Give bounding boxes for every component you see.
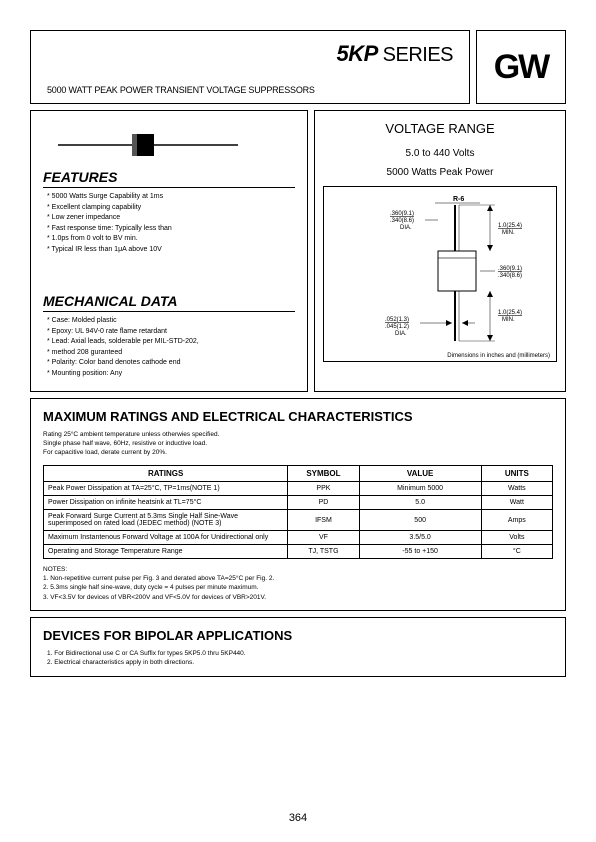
pkg-label: R-6 <box>453 196 464 203</box>
logo-text: GW <box>494 48 549 87</box>
max-ratings-block: MAXIMUM RATINGS AND ELECTRICAL CHARACTER… <box>30 398 566 611</box>
dim: 1.0(25.4) <box>498 310 522 316</box>
feature-item: Excellent clamping capability <box>47 203 295 214</box>
dim: .360(9.1) <box>390 211 414 217</box>
header-subtitle: 5000 WATT PEAK POWER TRANSIENT VOLTAGE S… <box>47 85 453 95</box>
th-symbol: SYMBOL <box>288 466 359 482</box>
cond-line: Rating 25°C ambient temperature unless o… <box>43 430 553 439</box>
ratings-tbody: Peak Power Dissipation at TA=25°C, TP=1m… <box>44 482 553 559</box>
dim: DIA. <box>395 331 407 337</box>
note-line: 2. 5.3ms single half sine-wave, duty cyc… <box>43 583 553 592</box>
mech-item: Polarity: Color band denotes cathode end <box>47 358 295 369</box>
cond-line: For capacitive load, derate current by 2… <box>43 448 553 457</box>
bipolar-item: 2. Electrical characteristics apply in b… <box>47 658 553 668</box>
dim: .340(8.6) <box>498 273 522 279</box>
max-ratings-title: MAXIMUM RATINGS AND ELECTRICAL CHARACTER… <box>43 409 553 424</box>
th-units: UNITS <box>481 466 552 482</box>
series-bold: 5KP <box>337 41 377 66</box>
logo-block: GW <box>476 30 566 104</box>
feature-item: Typical IR less than 1μA above 10V <box>47 245 295 256</box>
table-row: Power Dissipation on infinite heatsink a… <box>44 496 553 510</box>
series-title: 5KP SERIES <box>47 41 453 67</box>
dim: DIA. <box>400 225 412 231</box>
dim: .045(1.2) <box>385 324 409 330</box>
axial-component-icon <box>58 127 295 163</box>
mech-item: Lead: Axial leads, solderable per MIL-ST… <box>47 337 295 348</box>
dim: .340(8.6) <box>390 218 414 224</box>
dim: 1.0(25.4) <box>498 223 522 229</box>
mech-item: Mounting position: Any <box>47 369 295 380</box>
package-drawing: R-6 .360(9.1) .340(8.6) DIA. <box>323 186 557 362</box>
note-line: 1. Non-repetitive current pulse per Fig.… <box>43 574 553 583</box>
left-column: FEATURES 5000 Watts Surge Capability at … <box>30 110 308 392</box>
th-ratings: RATINGS <box>44 466 288 482</box>
bipolar-title: DEVICES FOR BIPOLAR APPLICATIONS <box>43 628 553 643</box>
note-line: 3. VF<3.5V for devices of VBR<200V and V… <box>43 593 553 602</box>
cond-line: Single phase half wave, 60Hz, resistive … <box>43 439 553 448</box>
mech-item: method 208 guranteed <box>47 348 295 359</box>
feature-item: Low zener impedance <box>47 213 295 224</box>
page-number: 364 <box>0 812 596 824</box>
right-column: VOLTAGE RANGE 5.0 to 440 Volts 5000 Watt… <box>314 110 566 392</box>
dim: MIN. <box>502 230 515 236</box>
feature-item: Fast response time: Typically less than <box>47 224 295 235</box>
dim: .052(1.3) <box>385 317 409 323</box>
table-row: Maximum Instantenous Forward Voltage at … <box>44 531 553 545</box>
voltage-range-title: VOLTAGE RANGE <box>323 121 557 136</box>
ratings-table: RATINGS SYMBOL VALUE UNITS Peak Power Di… <box>43 465 553 559</box>
series-word: SERIES <box>383 44 453 66</box>
package-svg: R-6 .360(9.1) .340(8.6) DIA. <box>330 191 560 351</box>
voltage-range-line2: 5000 Watts Peak Power <box>323 167 557 178</box>
voltage-range-line1: 5.0 to 440 Volts <box>323 148 557 159</box>
table-row: Peak Forward Surge Current at 5.3ms Sing… <box>44 510 553 531</box>
header-row: 5KP SERIES 5000 WATT PEAK POWER TRANSIEN… <box>30 30 566 104</box>
bipolar-item: 1. For Bidirectional use C or CA Suffix … <box>47 649 553 659</box>
th-value: VALUE <box>359 466 481 482</box>
bipolar-block: DEVICES FOR BIPOLAR APPLICATIONS 1. For … <box>30 617 566 678</box>
feature-item: 1.0ps from 0 volt to BV min. <box>47 234 295 245</box>
dim: MIN. <box>502 317 515 323</box>
dim: .360(9.1) <box>498 266 522 272</box>
mechanical-list: Case: Molded plastic Epoxy: UL 94V-0 rat… <box>43 316 295 379</box>
notes-section: NOTES: 1. Non-repetitive current pulse p… <box>43 565 553 601</box>
mechanical-heading: MECHANICAL DATA <box>43 293 295 312</box>
main-row: FEATURES 5000 Watts Surge Capability at … <box>30 110 566 392</box>
table-row: Peak Power Dissipation at TA=25°C, TP=1m… <box>44 482 553 496</box>
features-heading: FEATURES <box>43 169 295 188</box>
mech-item: Case: Molded plastic <box>47 316 295 327</box>
mech-item: Epoxy: UL 94V-0 rate flame retardant <box>47 327 295 338</box>
dimension-caption: Dimensions in inches and (millimeters) <box>330 353 550 359</box>
features-list: 5000 Watts Surge Capability at 1ms Excel… <box>43 192 295 255</box>
notes-title: NOTES: <box>43 565 553 574</box>
title-block: 5KP SERIES 5000 WATT PEAK POWER TRANSIEN… <box>30 30 470 104</box>
feature-item: 5000 Watts Surge Capability at 1ms <box>47 192 295 203</box>
table-row: Operating and Storage Temperature Range … <box>44 545 553 559</box>
bipolar-list: 1. For Bidirectional use C or CA Suffix … <box>43 649 553 669</box>
